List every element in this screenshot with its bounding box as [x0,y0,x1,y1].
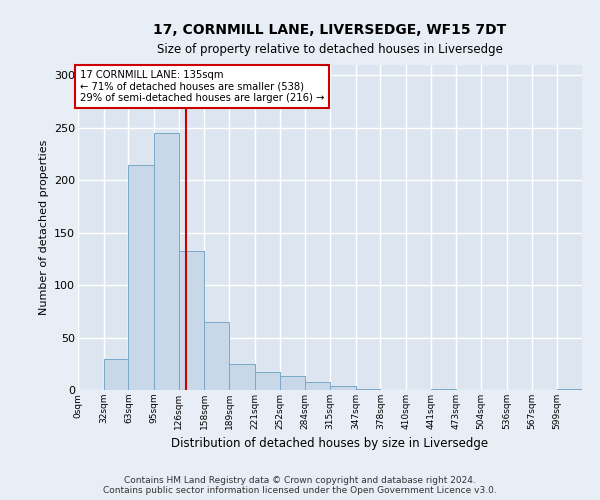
Bar [154,133,179,390]
Bar [229,364,255,390]
Y-axis label: Number of detached properties: Number of detached properties [38,140,49,315]
Bar [179,250,205,390]
Bar [104,358,128,390]
Bar [205,322,229,390]
Bar [431,389,457,390]
Text: Contains HM Land Registry data © Crown copyright and database right 2024.
Contai: Contains HM Land Registry data © Crown c… [103,476,497,495]
Bar [128,164,154,390]
Bar [305,382,330,390]
Bar [229,364,255,390]
Bar [557,389,582,390]
Bar [154,133,179,390]
Bar [330,386,356,390]
Bar [305,382,330,390]
Bar [205,322,229,390]
Bar [255,372,280,390]
Bar [557,389,582,390]
Text: 17, CORNMILL LANE, LIVERSEDGE, WF15 7DT: 17, CORNMILL LANE, LIVERSEDGE, WF15 7DT [154,22,506,36]
Bar [280,376,305,390]
Bar [431,389,457,390]
Bar [356,389,380,390]
Bar [104,358,128,390]
Text: 17 CORNMILL LANE: 135sqm
← 71% of detached houses are smaller (538)
29% of semi-: 17 CORNMILL LANE: 135sqm ← 71% of detach… [80,70,324,103]
Bar [179,250,205,390]
Bar [280,376,305,390]
Bar [356,389,380,390]
Bar [330,386,356,390]
X-axis label: Distribution of detached houses by size in Liversedge: Distribution of detached houses by size … [172,438,488,450]
Text: Size of property relative to detached houses in Liversedge: Size of property relative to detached ho… [157,42,503,56]
Bar [255,372,280,390]
Bar [128,164,154,390]
